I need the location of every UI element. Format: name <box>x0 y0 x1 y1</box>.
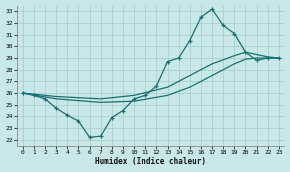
X-axis label: Humidex (Indice chaleur): Humidex (Indice chaleur) <box>95 157 206 166</box>
